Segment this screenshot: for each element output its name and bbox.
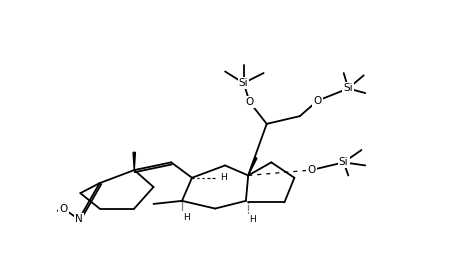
- Text: H: H: [183, 213, 189, 222]
- Text: N: N: [75, 214, 83, 224]
- Text: Si: Si: [343, 83, 353, 94]
- Text: Si: Si: [239, 78, 248, 88]
- Text: O: O: [307, 165, 316, 175]
- Text: H: H: [249, 216, 256, 224]
- Text: O: O: [313, 96, 321, 106]
- Polygon shape: [133, 152, 136, 170]
- Text: H: H: [220, 173, 227, 182]
- Polygon shape: [248, 157, 257, 175]
- Text: Si: Si: [339, 157, 348, 167]
- Text: O: O: [59, 204, 67, 214]
- Text: O: O: [246, 97, 254, 107]
